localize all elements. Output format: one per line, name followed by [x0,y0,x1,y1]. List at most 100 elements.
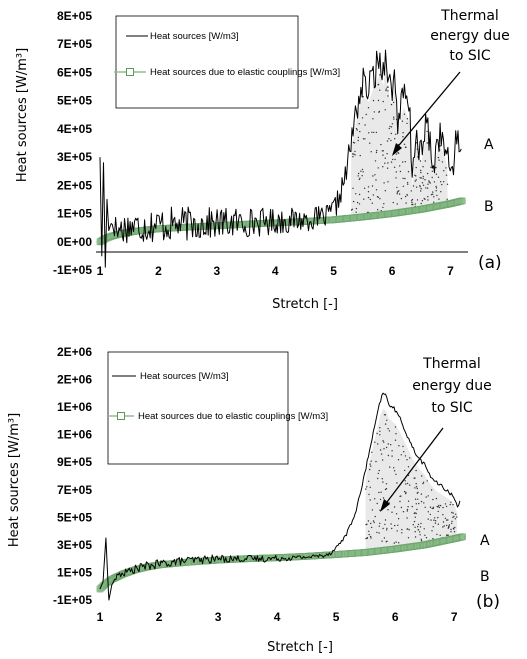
sic-stipple-dot [448,524,451,526]
x-axis-title-a: Stretch [-] [272,297,338,312]
sic-stipple-dot [372,99,375,102]
sic-stipple-dot [412,185,415,187]
sic-stipple-dot [436,506,438,508]
sic-stipple-dot [360,170,362,172]
sic-stipple-dot [384,190,386,192]
sic-stipple-dot [443,525,445,527]
sic-stipple-dot [441,161,444,163]
sic-stipple-dot [433,519,435,521]
legend-label-elastic-a: Heat sources due to elastic couplings [W… [150,67,340,78]
sic-stipple-dot [383,182,385,184]
annotation-arrow-a [394,71,461,151]
sic-stipple-dot [384,423,387,425]
sic-stipple-dot [440,191,442,193]
sic-stipple-dot [405,483,407,485]
sic-stipple-dot [396,186,398,189]
sic-stipple-dot [365,488,367,490]
sic-stipple-dot [376,432,378,435]
panel-b: -1E+05 1E+05 3E+05 5E+05 7E+05 9E+05 1E+06 1E+0… [7,345,500,655]
sic-stipple-dot [368,533,370,536]
series-line-heat-a [99,49,462,268]
sic-stipple-dot [358,193,361,196]
sic-stipple-dot [391,511,393,513]
sic-stipple-dot [380,143,382,146]
sic-stipple-dot [373,131,375,134]
sic-stipple-dot [402,445,404,448]
sic-stipple-dot [420,522,422,525]
sic-stipple-dot [382,206,384,209]
sic-stipple-dot [404,195,407,198]
sic-stipple-dot [386,540,388,542]
sic-stipple-dot [395,433,397,435]
sic-stipple-dot [431,170,434,172]
x-tick-label: 5 [333,610,340,624]
sic-stipple-dot [382,150,384,152]
sic-stipple-dot [371,202,373,204]
sic-stipple-dot [435,167,437,169]
sic-stipple-dot [419,534,421,536]
sic-stipple-dot [372,520,375,522]
sic-stipple-dot [377,99,380,102]
sic-stipple-dot [450,531,452,533]
sic-stipple-dot [422,482,424,485]
sic-stipple-dot [383,448,385,450]
sic-stipple-dot [450,501,452,503]
sic-stipple-dot [406,194,409,196]
sic-stipple-dot [402,136,404,138]
y-tick-label: 5E+05 [57,94,92,108]
elastic-marker [454,198,461,206]
sic-stipple-dot [393,542,395,544]
sic-stipple-dot [427,199,429,201]
sic-stipple-dot [378,525,380,527]
sic-stipple-dot [416,199,419,201]
elastic-marker [459,533,466,541]
sic-stipple-dot [377,84,379,86]
sic-stipple-dot [427,183,429,185]
y-tick-label: 1E+05 [57,565,92,579]
sic-stipple-dot [377,443,379,445]
sic-stipple-dot [397,459,400,461]
sic-stipple-dot [422,184,425,186]
sic-stipple-dot [388,127,390,130]
sic-stipple-dot [447,519,449,521]
sic-stipple-dot [370,151,372,153]
sic-stipple-dot [406,122,408,125]
sic-stipple-dot [452,512,454,514]
sic-stipple-dot [405,492,407,495]
sic-stipple-dot [387,162,389,164]
sic-stipple-dot [403,143,406,145]
sic-stipple-dot [428,181,430,183]
sic-stipple-dot [437,176,440,178]
y-axis-a: -1E+05 0E+00 1E+05 2E+05 3E+05 4E+05 5E+05 6E+0… [53,9,92,277]
sic-stipple-dot [354,150,356,153]
sic-stipple-dot [387,509,389,511]
sic-stipple-dot [354,154,356,156]
sic-stipple-dot [381,540,383,542]
sic-stipple-dot [393,116,395,118]
sic-stipple-dot [365,113,367,116]
sic-stipple-dot [420,177,422,179]
sic-stipple-dot [399,500,401,503]
sic-stipple-dot [424,534,426,536]
sic-stipple-dot [370,537,372,539]
y-tick-label: 3E+05 [57,150,92,164]
sic-stipple-dot [400,197,403,200]
sic-stipple-dot [399,170,402,173]
panel-a: -1E+05 0E+00 1E+05 2E+05 3E+05 4E+05 5E+05 6E+0… [15,8,510,312]
sic-stipple-dot [410,200,413,202]
y-axis-b: -1E+05 1E+05 3E+05 5E+05 7E+05 9E+05 1E+06 1E+0… [53,345,92,607]
sic-stipple-dot [362,138,365,140]
sic-stipple-dot [420,500,423,503]
sic-stipple-dot [420,190,422,192]
sic-stipple-dot [383,414,386,416]
sic-stipple-dot [446,519,448,521]
annotation-arrowhead-a [392,143,402,156]
sic-stipple-dot [425,537,428,539]
sic-stipple-dot [395,513,398,515]
sic-stipple-dot [374,515,376,518]
sic-stipple-dot [357,139,359,142]
sic-stipple-dot [364,138,366,140]
sic-stipple-dot [407,183,409,185]
sic-stipple-dot [361,175,363,177]
